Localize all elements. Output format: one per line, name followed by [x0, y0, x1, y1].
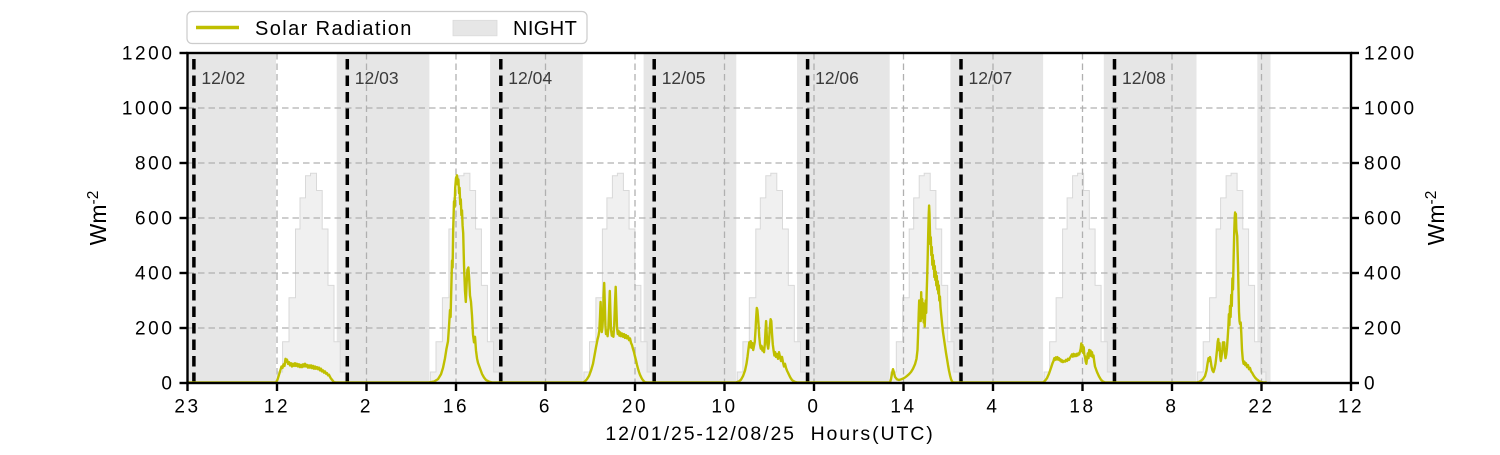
svg-text:800: 800 [135, 154, 175, 175]
svg-text:10: 10 [711, 397, 737, 418]
svg-text:6: 6 [539, 397, 552, 418]
svg-text:1000: 1000 [1364, 99, 1417, 120]
svg-text:0: 0 [807, 397, 820, 418]
svg-text:14: 14 [890, 397, 916, 418]
svg-text:20: 20 [622, 397, 648, 418]
svg-text:16: 16 [443, 397, 469, 418]
svg-text:12/02: 12/02 [201, 68, 245, 88]
svg-text:22: 22 [1248, 397, 1274, 418]
svg-text:12/08: 12/08 [1122, 68, 1166, 88]
svg-text:12/03: 12/03 [355, 68, 399, 88]
svg-text:8: 8 [1165, 397, 1178, 418]
svg-text:1000: 1000 [122, 99, 175, 120]
svg-text:12: 12 [1338, 397, 1364, 418]
svg-text:200: 200 [1364, 319, 1404, 340]
svg-text:1200: 1200 [1364, 44, 1417, 65]
svg-text:200: 200 [135, 319, 175, 340]
svg-text:0: 0 [161, 374, 174, 395]
svg-text:600: 600 [1364, 209, 1404, 230]
svg-text:400: 400 [135, 264, 175, 285]
svg-text:12/01/25-12/08/25 Hours(UTC): 12/01/25-12/08/25 Hours(UTC) [605, 423, 934, 445]
svg-text:4: 4 [986, 397, 999, 418]
svg-text:2: 2 [360, 397, 373, 418]
svg-text:600: 600 [135, 209, 175, 230]
svg-text:1200: 1200 [122, 44, 175, 65]
svg-text:12/07: 12/07 [969, 68, 1013, 88]
svg-text:0: 0 [1364, 374, 1377, 395]
svg-text:NIGHT: NIGHT [513, 18, 577, 40]
svg-text:800: 800 [1364, 154, 1404, 175]
svg-text:12/05: 12/05 [662, 68, 706, 88]
svg-text:12: 12 [264, 397, 290, 418]
svg-text:18: 18 [1069, 397, 1095, 418]
svg-text:Solar Radiation: Solar Radiation [255, 18, 413, 40]
svg-text:12/04: 12/04 [508, 68, 552, 88]
svg-text:23: 23 [174, 397, 200, 418]
svg-text:400: 400 [1364, 264, 1404, 285]
svg-text:12/06: 12/06 [815, 68, 859, 88]
